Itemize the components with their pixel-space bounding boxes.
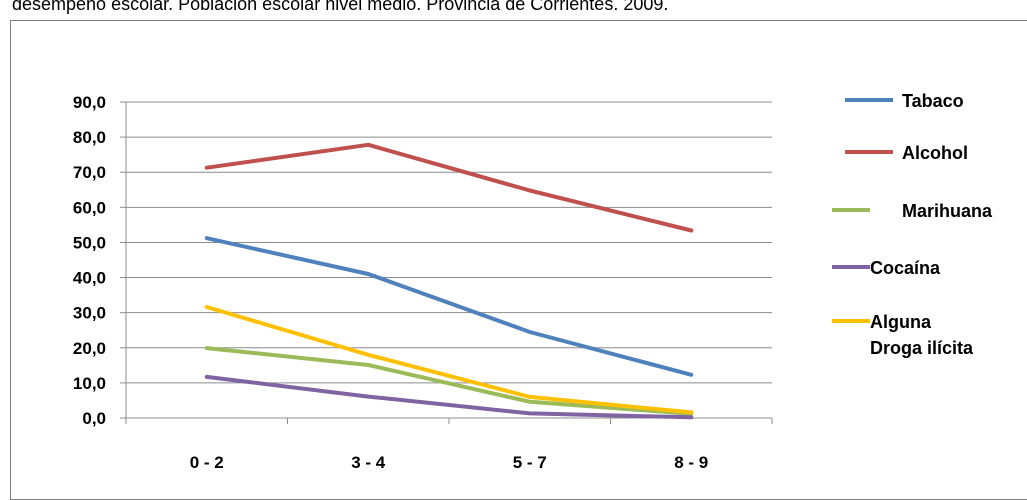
x-tick-label: 5 - 7 <box>513 453 547 472</box>
y-tick-label: 40,0 <box>73 269 106 288</box>
y-tick-label: 10,0 <box>73 374 106 393</box>
legend-label: Marihuana <box>902 201 993 221</box>
y-tick-label: 70,0 <box>73 163 106 182</box>
legend-label: Cocaína <box>870 258 941 278</box>
legend-label-line: Alcohol <box>902 143 968 163</box>
legend-label-line: Alguna <box>870 312 932 332</box>
y-tick-label: 90,0 <box>73 93 106 112</box>
y-tick-label: 30,0 <box>73 304 106 323</box>
series-line <box>204 305 694 415</box>
y-tick-label: 20,0 <box>73 339 106 358</box>
y-tick-label: 60,0 <box>73 198 106 217</box>
x-tick-label: 3 - 4 <box>351 453 386 472</box>
y-tick-label: 80,0 <box>73 128 106 147</box>
x-tick-label: 8 - 9 <box>674 453 708 472</box>
y-tick-label: 50,0 <box>73 233 106 252</box>
y-tick-label: 0,0 <box>82 409 106 428</box>
legend-label-line: Tabaco <box>902 91 964 111</box>
series-line <box>204 374 694 420</box>
series-line <box>204 236 694 377</box>
series-line <box>204 346 694 416</box>
legend-label: Tabaco <box>902 91 964 111</box>
legend-label-line: Droga ilícita <box>870 338 974 358</box>
legend-label-line: Marihuana <box>902 201 993 221</box>
legend-label: Alcohol <box>902 143 968 163</box>
legend-label-line: Cocaína <box>870 258 941 278</box>
series-line <box>204 142 694 233</box>
x-tick-label: 0 - 2 <box>190 453 224 472</box>
legend-label: Alguna Droga ilícita <box>870 312 974 358</box>
line-chart: 0,0 10,0 20,0 30,0 40,0 50,0 60,0 70,0 80,0 90,0 0… <box>73 91 993 472</box>
figure-caption: desempeño escolar. Población escolar niv… <box>12 0 669 14</box>
